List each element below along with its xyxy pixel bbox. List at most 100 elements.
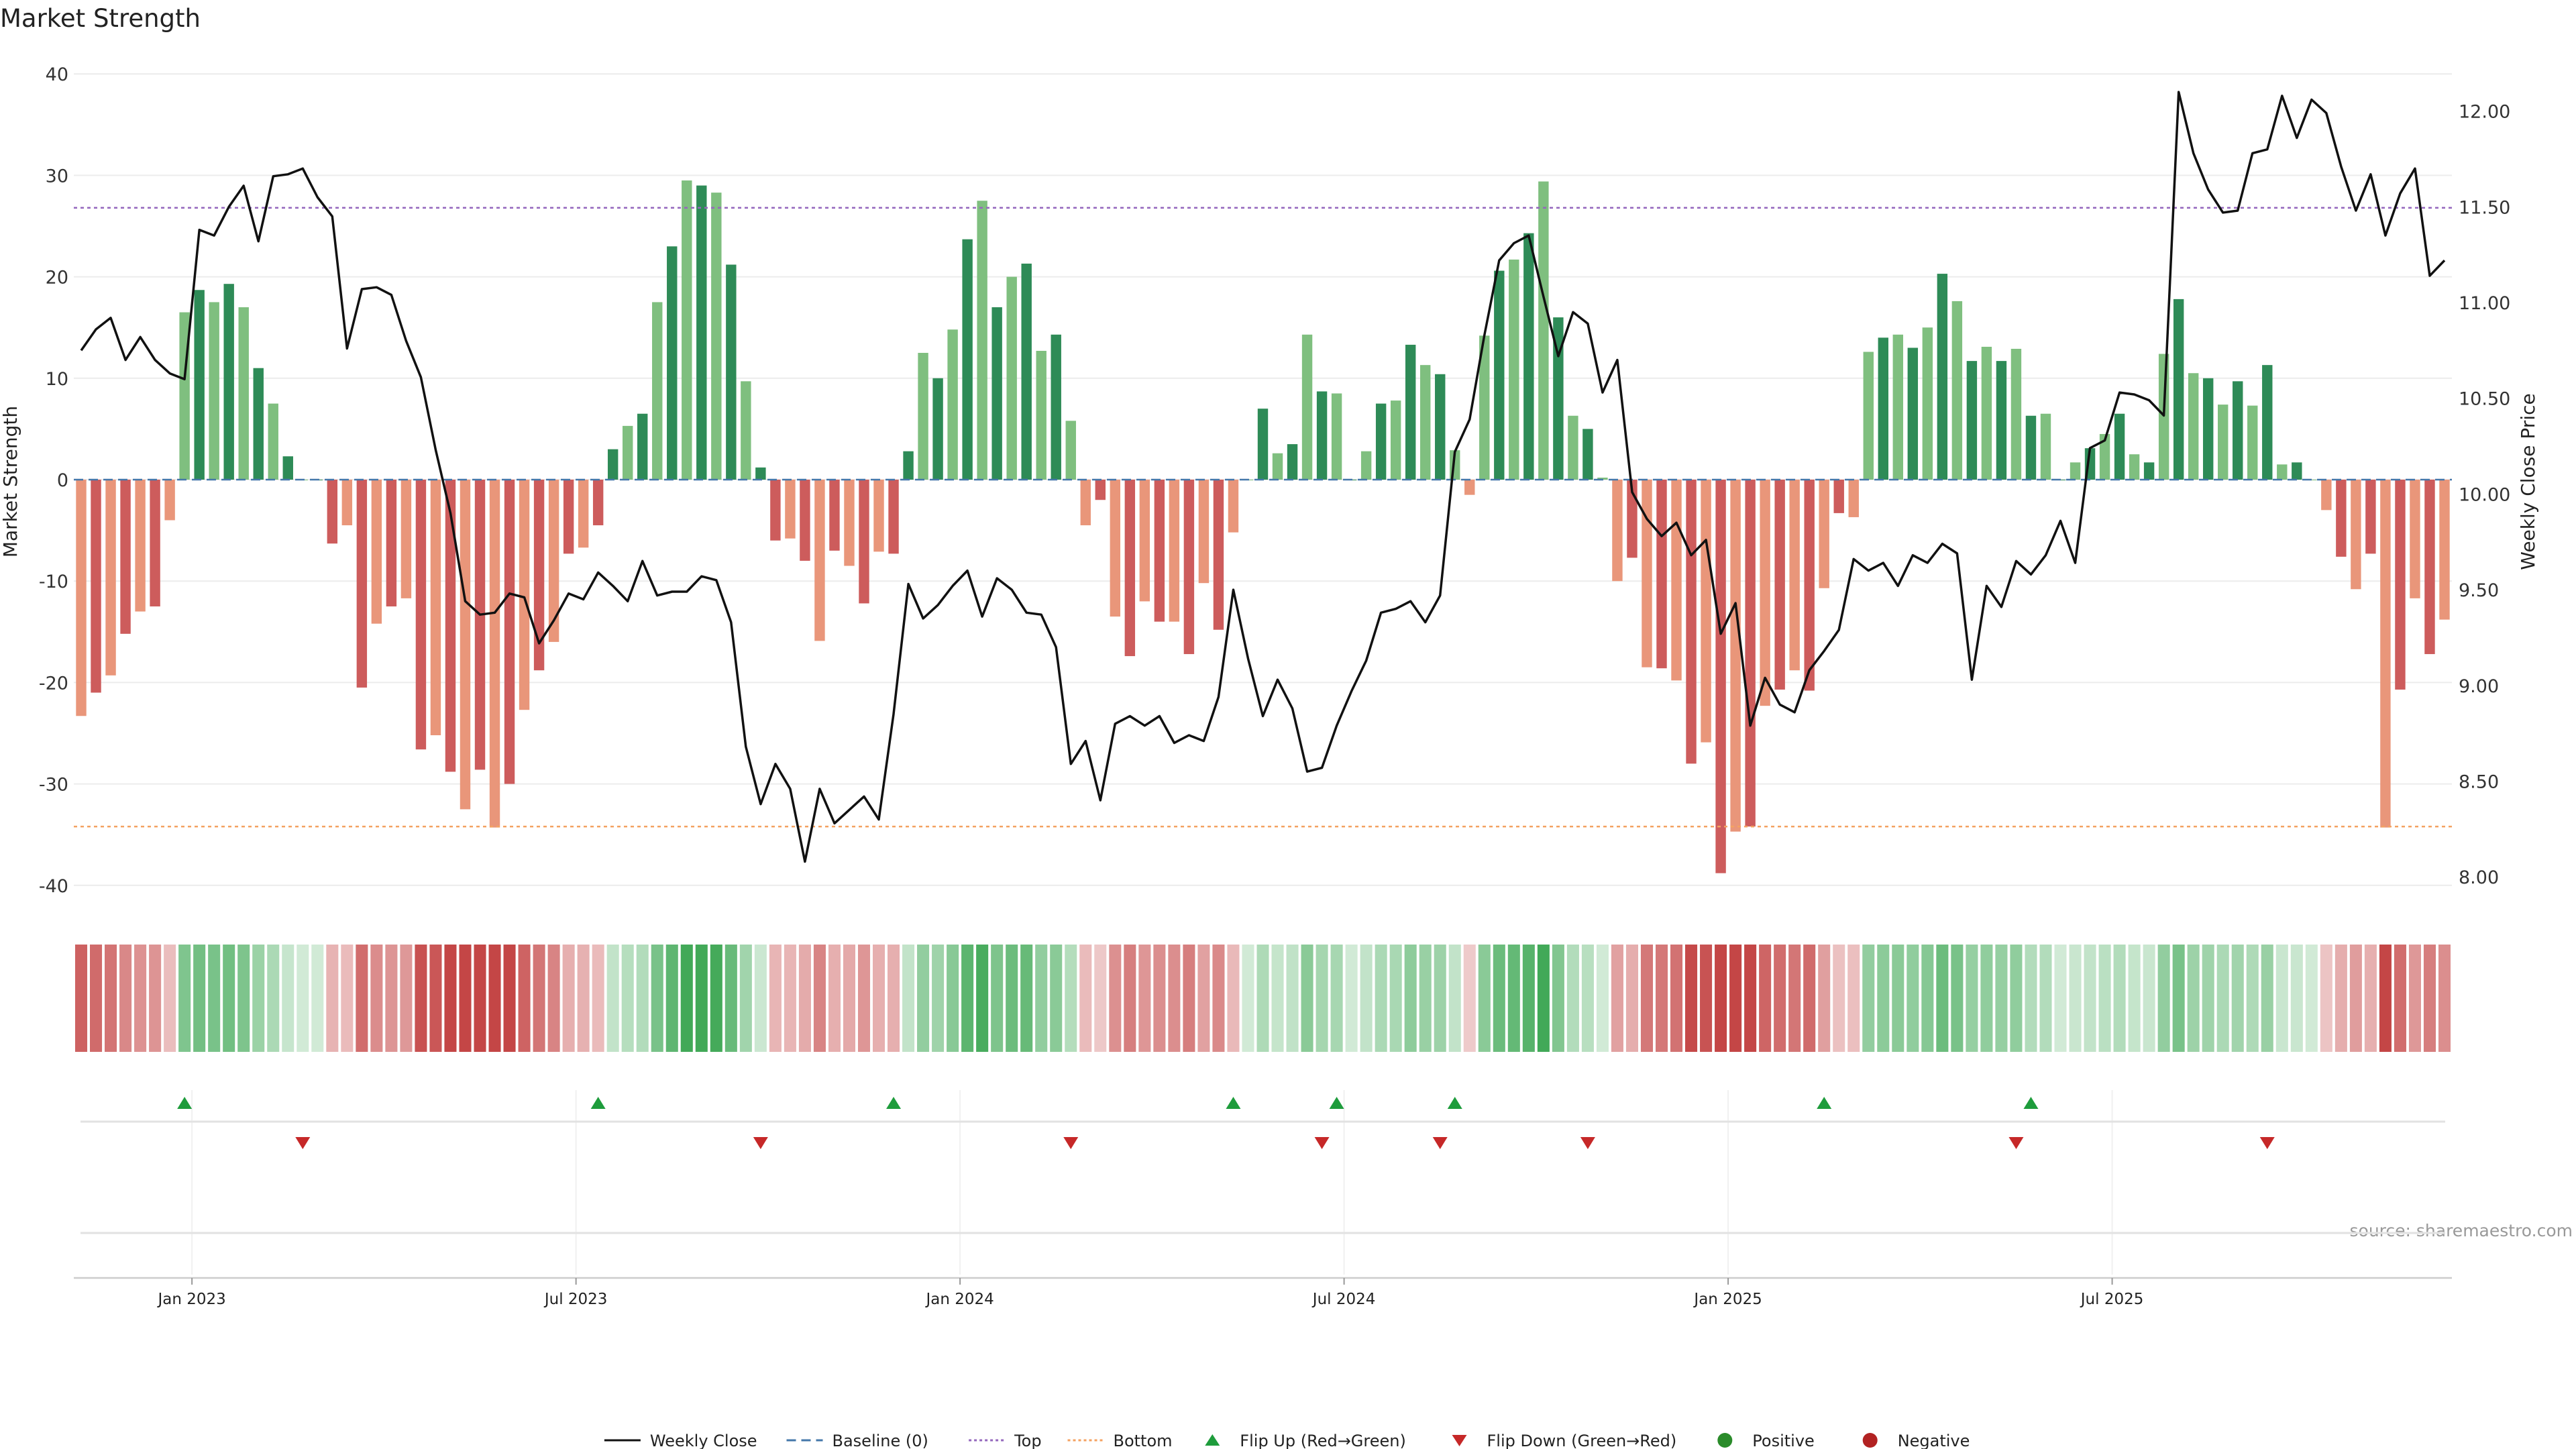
positive-bar: [2143, 462, 2155, 480]
positive-bar: [253, 368, 264, 480]
negative-bar: [1848, 480, 1859, 517]
positive-bar: [194, 290, 205, 480]
negative-bar: [1124, 480, 1136, 657]
heat-cell: [2290, 945, 2303, 1052]
negative-bar: [770, 480, 781, 541]
heat-cell: [2010, 945, 2023, 1052]
negative-bar: [1169, 480, 1180, 622]
heat-cell: [1242, 945, 1254, 1052]
negative-bar: [1198, 480, 1210, 584]
x-tick-label: Jan 2023: [156, 1291, 225, 1308]
heat-cell: [784, 945, 796, 1052]
positive-bar: [1907, 347, 1919, 480]
heat-cell: [2364, 945, 2377, 1052]
heat-cell: [1715, 945, 1727, 1052]
heat-cell: [2113, 945, 2126, 1052]
positive-bar: [1582, 429, 1593, 480]
legend-swatch-dot: [1862, 1433, 1878, 1448]
negative-bar: [873, 480, 884, 552]
y-tick-label: -20: [39, 673, 68, 694]
positive-bar: [1257, 409, 1269, 480]
negative-bar: [548, 480, 559, 642]
heat-cell: [695, 945, 708, 1052]
heat-cell: [798, 945, 811, 1052]
heat-cell: [917, 945, 930, 1052]
heat-cell: [592, 945, 604, 1052]
positive-bar: [1922, 327, 1933, 480]
heat-cell: [1936, 945, 1949, 1052]
heat-cell: [888, 945, 900, 1052]
flip-down-marker: [753, 1137, 768, 1149]
negative-bar: [800, 480, 810, 561]
negative-bar: [1464, 480, 1475, 495]
weekly-close-series: [80, 91, 2446, 863]
positive-bar: [1036, 350, 1046, 480]
negative-bar: [2424, 480, 2435, 655]
heat-cell: [2172, 945, 2185, 1052]
negative-bar: [164, 480, 175, 521]
positive-bar: [2218, 405, 2229, 480]
heat-cell: [1877, 945, 1890, 1052]
heat-cell: [1611, 945, 1623, 1052]
heat-cell: [857, 945, 871, 1052]
heat-cell: [2084, 945, 2096, 1052]
positive-bar: [2292, 462, 2302, 480]
heat-cell: [1655, 945, 1668, 1052]
legend-label: Weekly Close: [650, 1432, 757, 1449]
negative-bar: [1745, 480, 1756, 827]
heat-cell: [518, 945, 531, 1052]
heat-cell: [1862, 945, 1875, 1052]
heat-cell: [1625, 945, 1638, 1052]
flip-up-marker: [1329, 1097, 1344, 1109]
heat-cell: [1389, 945, 1402, 1052]
heat-cell: [252, 945, 265, 1052]
positive-bar: [1996, 361, 2007, 480]
heat-cell: [119, 945, 132, 1052]
y-axis-label: Market Strength: [0, 406, 21, 557]
heat-cell: [1921, 945, 1934, 1052]
source-note: source: sharemaestro.com: [2350, 1221, 2573, 1240]
negative-bar: [1080, 480, 1091, 526]
heat-cell: [2320, 945, 2332, 1052]
heat-cell: [1345, 945, 1358, 1052]
heat-cell: [1286, 945, 1299, 1052]
positive-bar: [741, 381, 751, 480]
heat-cell: [1316, 945, 1328, 1052]
heat-cell: [2394, 945, 2406, 1052]
heat-cell: [1980, 945, 1993, 1052]
heat-cell: [828, 945, 841, 1052]
heat-cell: [991, 945, 1004, 1052]
negative-bar: [120, 480, 131, 634]
positive-bar: [652, 302, 663, 480]
flip-down-marker: [1063, 1137, 1079, 1149]
heat-cell: [1774, 945, 1786, 1052]
legend-label: Positive: [1752, 1432, 1815, 1449]
heat-cell: [444, 945, 457, 1052]
legend-label: Bottom: [1114, 1432, 1173, 1449]
negative-bar: [814, 480, 825, 641]
heat-cell: [2334, 945, 2347, 1052]
positive-bar: [2099, 433, 2110, 480]
heat-cell: [105, 945, 117, 1052]
heat-cell: [1744, 945, 1757, 1052]
positive-bar: [2202, 378, 2214, 480]
heat-cell: [2408, 945, 2421, 1052]
heat-cell: [769, 945, 782, 1052]
negative-bar: [76, 480, 87, 716]
heat-cell: [902, 945, 915, 1052]
heat-cell: [577, 945, 590, 1052]
heat-cell: [134, 945, 147, 1052]
heat-cell: [74, 945, 88, 1052]
heat-cell: [813, 945, 826, 1052]
positive-bar: [2114, 413, 2125, 480]
heat-cell: [1448, 945, 1461, 1052]
positive-bar: [2010, 348, 2022, 480]
flip-up-marker: [177, 1097, 193, 1109]
positive-bar: [1390, 400, 1401, 480]
positive-bar: [1405, 344, 1416, 480]
x-axis: Jan 2023 Jul 2023 Jan 2024 Jul 2024 Jan 2025…: [74, 1277, 2452, 1308]
negative-bar: [2365, 480, 2376, 554]
flip-up-marker: [1817, 1097, 1832, 1109]
y2-axis-ticks: 8.00 8.50 9.00 9.50 10.00 10.50 11.00 11.50 12.0…: [2459, 102, 2510, 889]
x-tick-label: Jan 2025: [1693, 1291, 1762, 1308]
